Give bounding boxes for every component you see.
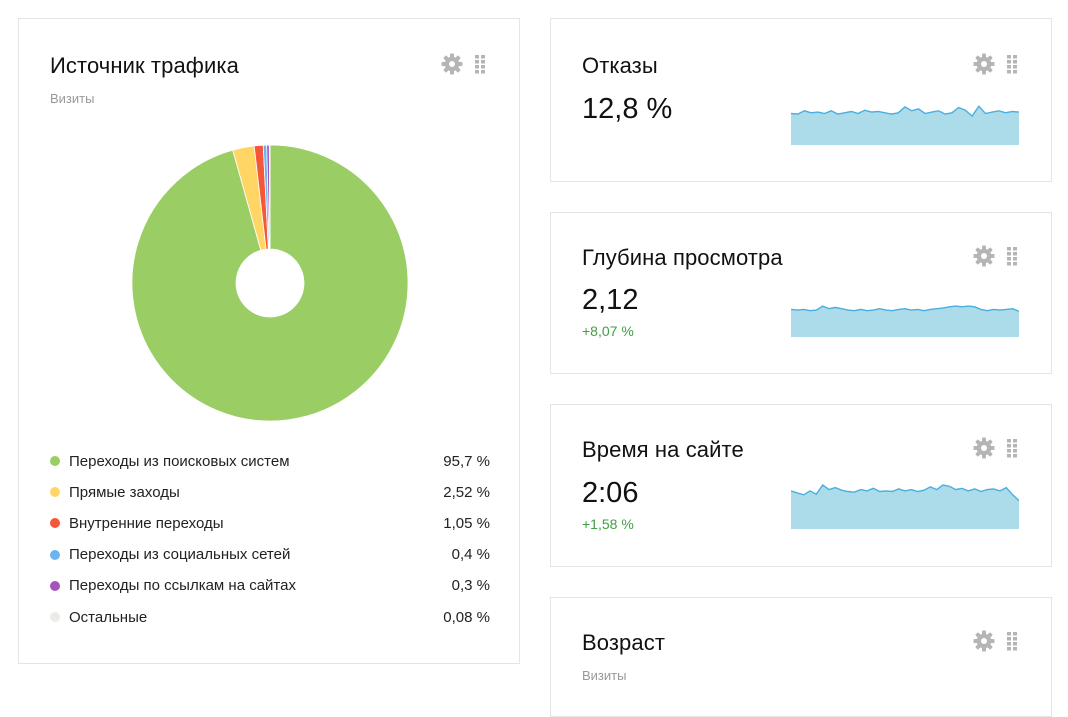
time-on-site-sparkline bbox=[791, 484, 1019, 529]
card-tools bbox=[441, 53, 486, 75]
drag-handle-icon[interactable] bbox=[1006, 54, 1018, 74]
card-tools bbox=[973, 245, 1018, 267]
card-tools bbox=[973, 437, 1018, 459]
sparkline-line bbox=[791, 305, 1019, 313]
card-title: Время на сайте bbox=[582, 437, 744, 462]
gear-icon[interactable] bbox=[973, 245, 995, 267]
card-tools bbox=[973, 53, 1018, 75]
card-title: Источник трафика bbox=[50, 53, 239, 78]
traffic-donut-chart bbox=[131, 144, 409, 422]
legend-value: 0,08 % bbox=[443, 608, 490, 626]
gear-icon[interactable] bbox=[973, 630, 995, 652]
legend-color-dot bbox=[50, 612, 60, 622]
legend-value: 0,4 % bbox=[451, 546, 490, 564]
legend-item[interactable]: Прямые заходы 2,52 % bbox=[50, 482, 490, 502]
legend-value: 1,05 % bbox=[443, 514, 490, 532]
card-subtitle: Визиты bbox=[582, 668, 627, 683]
legend-value: 95,7 % bbox=[443, 452, 490, 470]
legend-item[interactable]: Остальные 0,08 % bbox=[50, 607, 490, 627]
legend-color-dot bbox=[50, 487, 60, 498]
card-title: Отказы bbox=[582, 53, 658, 78]
legend-label: Прямые заходы bbox=[69, 483, 180, 501]
sparkline-area bbox=[791, 306, 1019, 337]
legend-item[interactable]: Внутренние переходы 1,05 % bbox=[50, 513, 490, 533]
traffic-source-card: Источник трафика Визиты Переходы из поис… bbox=[18, 18, 520, 664]
sparkline-area bbox=[791, 485, 1019, 529]
legend-label: Остальные bbox=[69, 608, 148, 626]
sparkline-line bbox=[791, 484, 1019, 502]
sparkline-line bbox=[791, 105, 1019, 118]
card-title: Глубина просмотра bbox=[582, 245, 783, 270]
drag-handle-icon[interactable] bbox=[1006, 631, 1018, 651]
page-depth-card: Глубина просмотра 2,12 +8,07 % bbox=[550, 212, 1052, 374]
card-tools bbox=[973, 630, 1018, 652]
legend-value: 0,3 % bbox=[451, 577, 490, 595]
legend-label: Внутренние переходы bbox=[69, 514, 224, 532]
drag-handle-icon[interactable] bbox=[474, 54, 486, 74]
gear-icon[interactable] bbox=[973, 437, 995, 459]
gear-icon[interactable] bbox=[441, 53, 463, 75]
legend-value: 2,52 % bbox=[443, 483, 490, 501]
sparkline-area bbox=[791, 106, 1019, 145]
legend-color-dot bbox=[50, 580, 60, 591]
card-title: Возраст bbox=[582, 630, 665, 655]
bounces-card: Отказы 12,8 % bbox=[550, 18, 1052, 182]
metric-delta: +8,07 % bbox=[582, 323, 634, 339]
age-card: Возраст Визиты bbox=[550, 597, 1052, 717]
legend-label: Переходы по ссылкам на сайтах bbox=[69, 577, 296, 595]
legend-label: Переходы из социальных сетей bbox=[69, 546, 291, 564]
depth-sparkline bbox=[791, 305, 1019, 337]
metric-value: 2,12 bbox=[582, 284, 639, 316]
metric-value: 2:06 bbox=[582, 477, 639, 509]
legend-item[interactable]: Переходы из социальных сетей 0,4 % bbox=[50, 545, 490, 565]
legend-label: Переходы из поисковых систем bbox=[69, 452, 290, 470]
gear-icon[interactable] bbox=[973, 53, 995, 75]
legend-color-dot bbox=[50, 456, 60, 466]
donut-slice[interactable] bbox=[131, 144, 409, 422]
legend-color-dot bbox=[50, 549, 60, 560]
donut-slice[interactable] bbox=[268, 144, 271, 250]
drag-handle-icon[interactable] bbox=[1006, 246, 1018, 266]
time-on-site-card: Время на сайте 2:06 +1,58 % bbox=[550, 404, 1052, 567]
legend-item[interactable]: Переходы по ссылкам на сайтах 0,3 % bbox=[50, 576, 490, 596]
drag-handle-icon[interactable] bbox=[1006, 438, 1018, 458]
bounces-sparkline bbox=[791, 105, 1019, 145]
metric-delta: +1,58 % bbox=[582, 516, 634, 532]
metric-value: 12,8 % bbox=[582, 93, 673, 125]
legend-item[interactable]: Переходы из поисковых систем 95,7 % bbox=[50, 451, 490, 471]
card-subtitle: Визиты bbox=[50, 91, 95, 106]
legend-color-dot bbox=[50, 518, 60, 529]
